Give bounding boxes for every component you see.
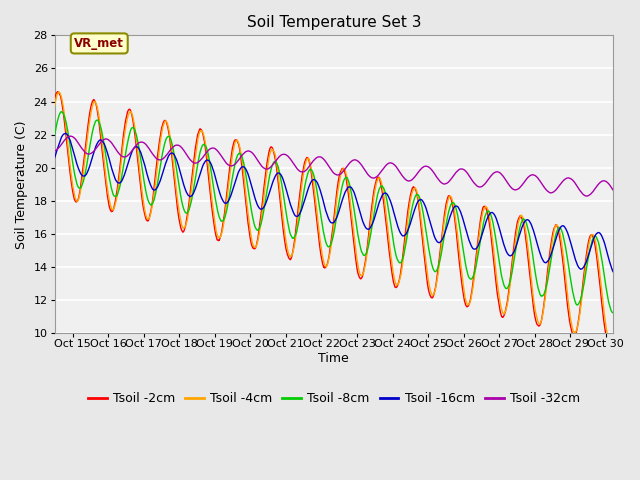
Tsoil -8cm: [518, 218, 525, 224]
Tsoil -2cm: [351, 247, 358, 252]
Text: VR_met: VR_met: [74, 37, 124, 50]
Line: Tsoil -4cm: Tsoil -4cm: [55, 92, 613, 342]
Tsoil -8cm: [241, 169, 249, 175]
Tsoil -4cm: [55, 89, 63, 95]
Tsoil -2cm: [479, 204, 487, 210]
Tsoil -32cm: [518, 182, 525, 188]
Tsoil -32cm: [351, 157, 358, 163]
Title: Soil Temperature Set 3: Soil Temperature Set 3: [246, 15, 421, 30]
Tsoil -8cm: [363, 249, 371, 254]
Tsoil -8cm: [609, 310, 617, 316]
Tsoil -16cm: [518, 225, 525, 230]
Tsoil -8cm: [51, 132, 59, 138]
Tsoil -4cm: [241, 187, 249, 192]
Tsoil -32cm: [67, 133, 74, 139]
Line: Tsoil -8cm: Tsoil -8cm: [55, 112, 613, 313]
Tsoil -32cm: [241, 149, 249, 155]
Tsoil -2cm: [51, 96, 59, 102]
Tsoil -16cm: [363, 226, 371, 232]
Tsoil -4cm: [609, 334, 617, 340]
Tsoil -16cm: [61, 131, 69, 136]
Line: Tsoil -32cm: Tsoil -32cm: [55, 136, 613, 196]
Tsoil -16cm: [51, 155, 59, 160]
Tsoil -8cm: [129, 124, 136, 130]
Tsoil -2cm: [54, 89, 61, 95]
Tsoil -32cm: [609, 187, 617, 193]
Tsoil -16cm: [241, 166, 249, 171]
Legend: Tsoil -2cm, Tsoil -4cm, Tsoil -8cm, Tsoil -16cm, Tsoil -32cm: Tsoil -2cm, Tsoil -4cm, Tsoil -8cm, Tsoi…: [83, 387, 585, 410]
Tsoil -32cm: [51, 148, 59, 154]
Tsoil -8cm: [479, 223, 487, 228]
Tsoil -4cm: [479, 209, 487, 215]
Tsoil -8cm: [58, 109, 65, 115]
Tsoil -4cm: [351, 238, 358, 243]
Tsoil -4cm: [363, 251, 371, 256]
Tsoil -32cm: [479, 183, 487, 189]
X-axis label: Time: Time: [319, 352, 349, 365]
Tsoil -16cm: [351, 191, 358, 197]
Tsoil -4cm: [51, 103, 59, 109]
Tsoil -2cm: [518, 216, 525, 221]
Tsoil -2cm: [609, 334, 617, 339]
Tsoil -8cm: [351, 210, 358, 216]
Tsoil -2cm: [241, 195, 249, 201]
Tsoil -2cm: [129, 116, 136, 122]
Tsoil -2cm: [605, 343, 612, 348]
Tsoil -32cm: [583, 193, 591, 199]
Tsoil -16cm: [129, 147, 136, 153]
Tsoil -4cm: [607, 339, 614, 345]
Line: Tsoil -16cm: Tsoil -16cm: [55, 133, 613, 272]
Tsoil -4cm: [129, 113, 136, 119]
Line: Tsoil -2cm: Tsoil -2cm: [55, 92, 613, 346]
Tsoil -32cm: [363, 170, 371, 176]
Tsoil -16cm: [479, 228, 487, 234]
Y-axis label: Soil Temperature (C): Soil Temperature (C): [15, 120, 28, 249]
Tsoil -16cm: [609, 269, 617, 275]
Tsoil -32cm: [129, 147, 136, 153]
Tsoil -2cm: [363, 247, 371, 252]
Tsoil -4cm: [518, 213, 525, 219]
